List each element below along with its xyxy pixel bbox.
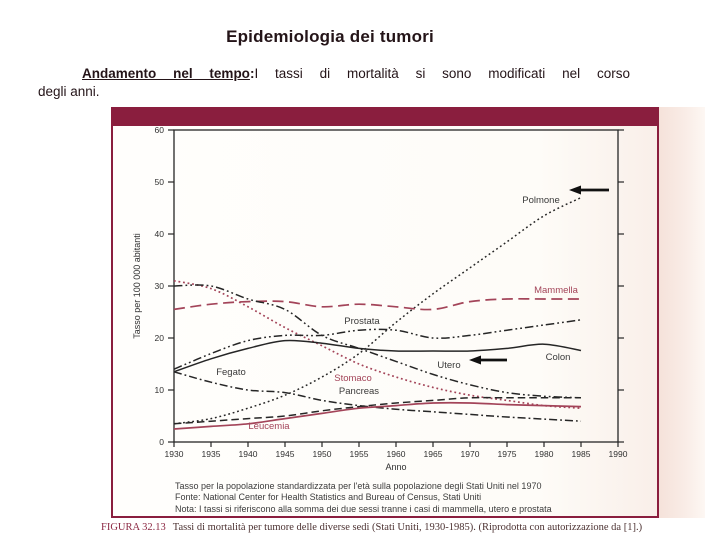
series-line-stomaco (173, 279, 582, 410)
note-sexes: Nota: I tassi si riferiscono alla somma … (175, 503, 552, 514)
x-tick-label: 1930 (165, 449, 184, 459)
series-label-fegato: Fegato (216, 367, 246, 378)
annotation-arrow-head-utero (469, 355, 481, 365)
x-tick-label: 1970 (461, 449, 480, 459)
x-tick-label: 1945 (276, 449, 295, 459)
y-tick-label: 40 (155, 229, 165, 239)
chart-svg: 0 10 20 30 40 50 60 1930 1935 1940 1945 1950 1955 196… (132, 125, 628, 472)
y-tick-label: 0 (159, 437, 164, 447)
x-axis-label: Anno (385, 462, 406, 472)
x-tick-label: 1965 (424, 449, 443, 459)
lead-line-1: Andamento nel tempo:I tassi di mortalità… (38, 65, 630, 83)
x-tick-label: 1950 (313, 449, 332, 459)
x-tick-label: 1935 (202, 449, 221, 459)
series-label-colon: Colon (546, 352, 571, 363)
x-tick-label: 1990 (609, 449, 628, 459)
figure-frame: 0 10 20 30 40 50 60 1930 1935 1940 1945 1950 1955 196… (111, 107, 659, 518)
x-tick-label: 1940 (239, 449, 258, 459)
series-line-mammella (173, 297, 581, 311)
series-label-leucemia: Leucemia (248, 421, 290, 432)
series-label-polmone: Polmone (522, 195, 560, 206)
series-label-mammella: Mammella (534, 285, 579, 296)
series-line-leucemia (173, 401, 582, 430)
slide-title: Epidemiologia dei tumori (226, 27, 434, 46)
scan-edge-strip (659, 107, 705, 518)
lead-line-2: degli anni. (38, 83, 100, 99)
y-tick-label: 50 (155, 177, 165, 187)
figure-top-bar (113, 109, 657, 126)
lead-colon: : (249, 66, 255, 81)
series-label-stomaco: Stomaco (334, 373, 372, 384)
lead-line1-rest: I tassi di mortalità si sono modificati … (254, 66, 630, 81)
annotation-arrow-head-polmone (569, 185, 581, 195)
series-label-utero: Utero (437, 360, 460, 371)
series-line-prostata (173, 319, 582, 370)
x-tick-label: 1980 (535, 449, 554, 459)
x-tick-label: 1955 (350, 449, 369, 459)
y-tick-label: 10 (155, 385, 165, 395)
figure-caption-text: Tassi di mortalità per tumore delle dive… (172, 522, 643, 533)
lead-paragraph: Andamento nel tempo:I tassi di mortalità… (38, 65, 630, 100)
figure-notes: Tasso per la popolazione standardizzata … (175, 481, 552, 515)
series-label-pancreas: Pancreas (339, 386, 379, 397)
x-tick-label: 1960 (387, 449, 406, 459)
note-source: Fonte: National Center for Health Statis… (175, 492, 482, 503)
y-tick-label: 60 (155, 125, 165, 135)
x-tick-label: 1985 (572, 449, 591, 459)
series-line-colon (173, 339, 582, 373)
series-line-pancreas (173, 396, 581, 425)
x-tick-label: 1975 (498, 449, 517, 459)
figure-caption: FIGURA 32.13 Tassi di mortalità per tumor… (101, 522, 719, 533)
series-line-utero (173, 284, 582, 399)
y-tick-label: 20 (155, 333, 165, 343)
series-label-prostata: Prostata (344, 316, 380, 327)
figure-caption-number: FIGURA 32.13 (101, 522, 166, 533)
lead-bold-underlined: Andamento nel tempo (82, 66, 250, 81)
note-standardization: Tasso per la popolazione standardizzata … (175, 481, 542, 491)
y-tick-label: 30 (155, 281, 165, 291)
y-axis-label: Tasso per 100 000 abitanti (132, 233, 142, 339)
